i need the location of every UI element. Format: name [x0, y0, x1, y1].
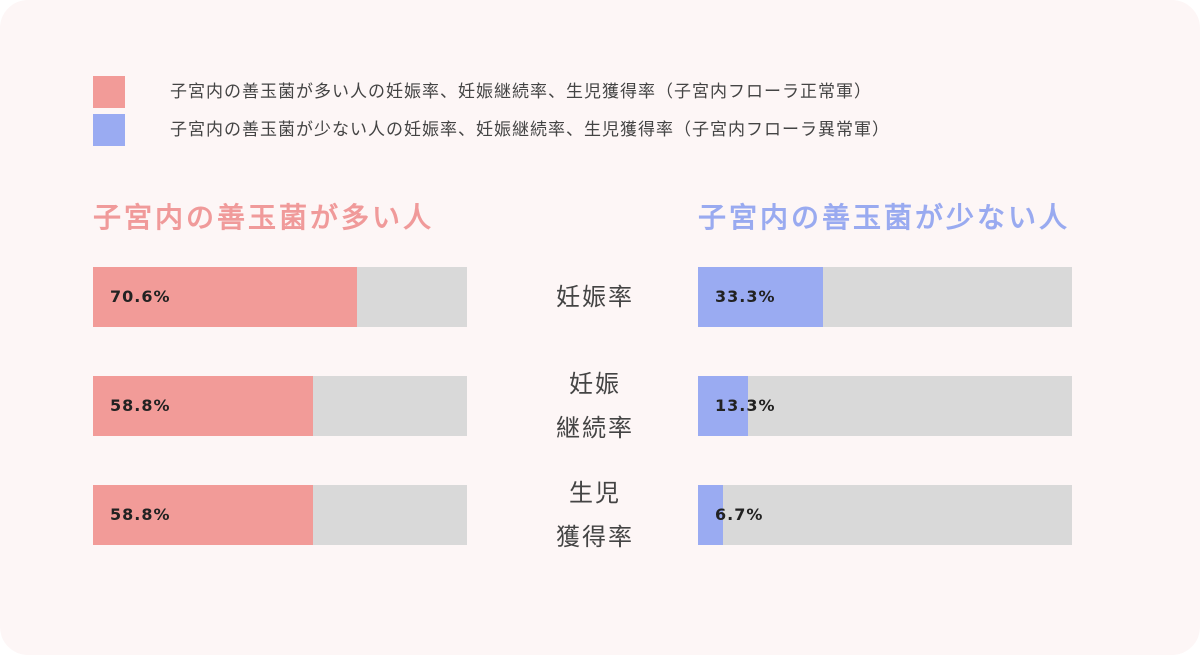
bar	[698, 485, 724, 545]
legend-text: 子宮内の善玉菌が少ない人の妊娠率、妊娠継続率、生児獲得率（子宮内フローラ異常軍）	[170, 120, 890, 140]
track	[698, 376, 1072, 436]
legend-swatch	[93, 76, 125, 108]
panel-title: 子宮内の善玉菌が多い人	[93, 201, 435, 234]
bar	[93, 485, 313, 545]
value-label: 6.7%	[715, 505, 764, 524]
category-label: 妊娠率	[556, 283, 634, 311]
legend-text: 子宮内の善玉菌が多い人の妊娠率、妊娠継続率、生児獲得率（子宮内フローラ正常軍）	[170, 82, 872, 102]
value-label: 58.8%	[110, 396, 171, 415]
panel-title: 子宮内の善玉菌が少ない人	[698, 201, 1071, 234]
bar	[93, 267, 358, 327]
track	[698, 485, 1072, 545]
value-label: 58.8%	[110, 505, 171, 524]
category-label: 妊娠 継続率	[556, 370, 634, 442]
value-label: 70.6%	[110, 287, 171, 306]
value-label: 33.3%	[715, 287, 776, 306]
legend-swatch	[93, 114, 125, 146]
bar	[93, 376, 313, 436]
value-label: 13.3%	[715, 396, 776, 415]
bar	[698, 267, 823, 327]
category-label: 生児 獲得率	[556, 479, 634, 551]
bar	[698, 376, 748, 436]
